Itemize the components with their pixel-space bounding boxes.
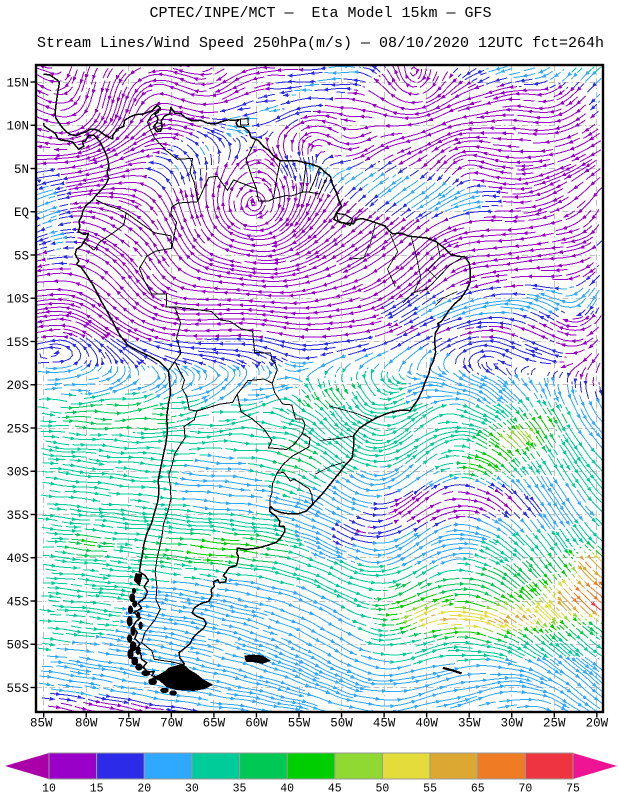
svg-text:20S: 20S	[6, 379, 29, 393]
svg-text:25W: 25W	[543, 717, 566, 731]
svg-text:55S: 55S	[6, 682, 29, 696]
svg-text:30S: 30S	[6, 466, 29, 480]
svg-text:15N: 15N	[6, 76, 29, 90]
svg-text:45S: 45S	[6, 595, 29, 609]
svg-text:CPTEC/INPE/MCT — Eta Model 15: CPTEC/INPE/MCT — Eta Model 15km — GFS	[149, 5, 491, 22]
svg-text:15S: 15S	[6, 336, 29, 350]
svg-text:20W: 20W	[586, 717, 609, 731]
svg-text:35: 35	[233, 783, 247, 796]
svg-text:60W: 60W	[245, 717, 268, 731]
svg-text:40W: 40W	[415, 717, 438, 731]
svg-text:10S: 10S	[6, 293, 29, 307]
svg-text:Stream Lines/Wind Speed 250hPa: Stream Lines/Wind Speed 250hPa(m/s) — 08…	[37, 35, 604, 52]
svg-text:25S: 25S	[6, 422, 29, 436]
svg-text:35W: 35W	[458, 717, 481, 731]
svg-text:45W: 45W	[373, 717, 396, 731]
svg-text:5S: 5S	[14, 249, 29, 263]
svg-text:85W: 85W	[30, 717, 53, 731]
svg-text:35S: 35S	[6, 509, 29, 523]
svg-text:10: 10	[42, 783, 56, 796]
svg-text:10N: 10N	[6, 120, 29, 134]
svg-text:55: 55	[423, 783, 437, 796]
svg-text:40: 40	[280, 783, 294, 796]
svg-text:75: 75	[566, 783, 580, 796]
svg-text:70: 70	[518, 783, 532, 796]
svg-text:65W: 65W	[203, 717, 226, 731]
svg-text:50W: 50W	[330, 717, 353, 731]
svg-text:EQ: EQ	[14, 206, 29, 220]
svg-text:45: 45	[328, 783, 342, 796]
svg-text:20: 20	[137, 783, 151, 796]
svg-text:50: 50	[376, 783, 390, 796]
svg-text:5N: 5N	[14, 163, 29, 177]
svg-text:55W: 55W	[288, 717, 311, 731]
svg-text:70W: 70W	[160, 717, 183, 731]
svg-text:15: 15	[90, 783, 104, 796]
svg-text:40S: 40S	[6, 552, 29, 566]
svg-text:65: 65	[471, 783, 485, 796]
svg-text:50S: 50S	[6, 639, 29, 653]
svg-text:80W: 80W	[75, 717, 98, 731]
svg-text:75W: 75W	[118, 717, 141, 731]
svg-text:30: 30	[185, 783, 199, 796]
svg-text:30W: 30W	[500, 717, 523, 731]
